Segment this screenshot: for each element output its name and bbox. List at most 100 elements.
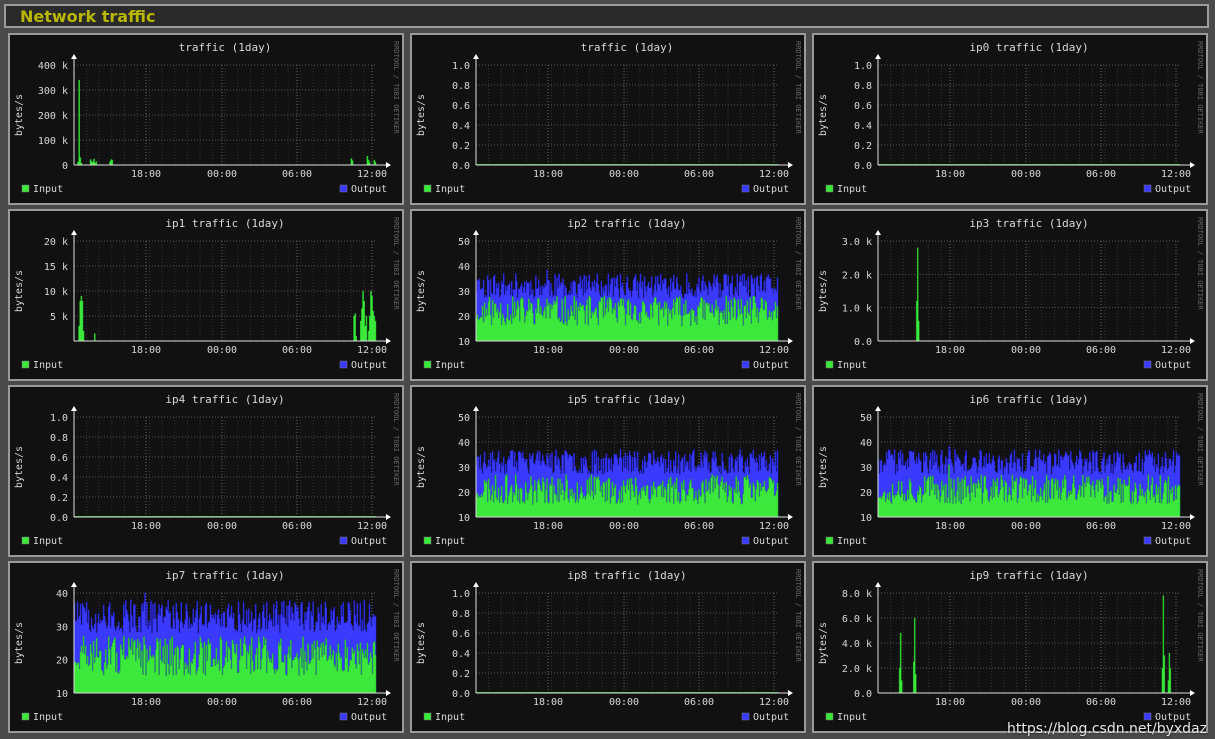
traffic-chart-svg: ip1 traffic (1day) RRDTOOL / TOBI OETIKER…	[14, 217, 400, 371]
rrdtool-credit: RRDTOOL / TOBI OETIKER	[794, 393, 802, 487]
input-legend-swatch	[423, 184, 432, 193]
output-legend-swatch	[339, 536, 348, 545]
x-tick-label: 12:00	[759, 697, 789, 708]
traffic-chart-panel: ip2 traffic (1day) RRDTOOL / TOBI OETIKER…	[410, 209, 806, 381]
y-tick-label: 8.0 k	[842, 589, 872, 600]
output-legend-label: Output	[1155, 536, 1191, 547]
input-legend-label: Input	[33, 536, 63, 547]
legend: Input Output	[423, 360, 789, 371]
output-legend-label: Output	[351, 712, 387, 723]
x-tick-label: 06:00	[282, 169, 312, 180]
traffic-chart-svg: ip5 traffic (1day) RRDTOOL / TOBI OETIKER…	[416, 393, 802, 547]
traffic-chart-svg: ip8 traffic (1day) RRDTOOL / TOBI OETIKER…	[416, 569, 802, 723]
y-tick-label: 50	[458, 237, 470, 248]
y-tick-label: 0.4	[452, 121, 470, 132]
y-tick-label: 0	[62, 161, 68, 172]
input-legend-label: Input	[33, 712, 63, 723]
output-legend-label: Output	[753, 184, 789, 195]
output-legend-label: Output	[753, 536, 789, 547]
input-series-area	[475, 295, 779, 342]
input-legend-swatch	[423, 712, 432, 721]
traffic-chart-panel: traffic (1day) RRDTOOL / TOBI OETIKER byte…	[410, 33, 806, 205]
x-tick-label: 00:00	[1011, 169, 1041, 180]
output-legend-swatch	[339, 184, 348, 193]
input-legend-swatch	[825, 712, 834, 721]
y-tick-label: 0.4	[50, 473, 68, 484]
rrdtool-credit: RRDTOOL / TOBI OETIKER	[794, 41, 802, 135]
x-tick-label: 18:00	[131, 521, 161, 532]
x-tick-label: 06:00	[684, 169, 714, 180]
x-tick-label: 12:00	[759, 345, 789, 356]
y-tick-label: 20	[458, 488, 470, 499]
y-axis-label: bytes/s	[416, 622, 427, 664]
axes	[71, 582, 391, 696]
chart-title: ip2 traffic (1day)	[567, 217, 686, 230]
chart-title: ip0 traffic (1day)	[969, 41, 1088, 54]
axes	[875, 54, 1195, 168]
input-legend-swatch	[21, 536, 30, 545]
x-tick-label: 18:00	[935, 697, 965, 708]
watermark: https://blog.csdn.net/byxdaz	[1006, 721, 1207, 737]
y-axis-label: bytes/s	[416, 94, 427, 136]
y-tick-label: 6.0 k	[842, 614, 872, 625]
y-tick-label: 1.0	[50, 413, 68, 424]
input-series-area	[878, 247, 1180, 342]
legend: Input Output	[825, 360, 1191, 371]
y-tick-label: 400 k	[38, 61, 68, 72]
y-tick-label: 4.0 k	[842, 639, 872, 650]
y-tick-label: 10	[458, 337, 470, 348]
legend: Input Output	[825, 536, 1191, 547]
input-legend-label: Input	[435, 360, 465, 371]
y-tick-label: 30	[56, 622, 68, 633]
traffic-chart-svg: ip3 traffic (1day) RRDTOOL / TOBI OETIKER…	[818, 217, 1204, 371]
x-tick-label: 12:00	[1161, 345, 1191, 356]
traffic-chart-panel: ip3 traffic (1day) RRDTOOL / TOBI OETIKER…	[812, 209, 1208, 381]
chart-title: ip7 traffic (1day)	[165, 569, 284, 582]
input-legend-swatch	[825, 536, 834, 545]
y-tick-label: 20 k	[44, 237, 68, 248]
traffic-chart-svg: ip6 traffic (1day) RRDTOOL / TOBI OETIKER…	[818, 393, 1204, 547]
input-legend-label: Input	[837, 712, 867, 723]
traffic-chart-panel: ip8 traffic (1day) RRDTOOL / TOBI OETIKER…	[410, 561, 806, 733]
output-legend-label: Output	[1155, 360, 1191, 371]
input-legend-label: Input	[837, 360, 867, 371]
legend: Input Output	[21, 184, 387, 195]
traffic-chart-svg: ip4 traffic (1day) RRDTOOL / TOBI OETIKER…	[14, 393, 400, 547]
y-axis-label: bytes/s	[416, 446, 427, 488]
chart-title: ip4 traffic (1day)	[165, 393, 284, 406]
x-tick-label: 00:00	[207, 521, 237, 532]
x-tick-label: 18:00	[935, 521, 965, 532]
x-tick-label: 12:00	[1161, 169, 1191, 180]
x-tick-label: 06:00	[282, 521, 312, 532]
y-axis-label: bytes/s	[14, 270, 25, 312]
y-tick-label: 0.6	[50, 453, 68, 464]
output-legend-swatch	[1143, 184, 1152, 193]
y-tick-label: 30	[458, 287, 470, 298]
input-legend-swatch	[825, 360, 834, 369]
traffic-chart-panel: ip5 traffic (1day) RRDTOOL / TOBI OETIKER…	[410, 385, 806, 557]
y-axis-label: bytes/s	[818, 270, 829, 312]
x-tick-label: 06:00	[1086, 697, 1116, 708]
input-series-area	[877, 464, 1181, 518]
traffic-chart-panel: ip6 traffic (1day) RRDTOOL / TOBI OETIKER…	[812, 385, 1208, 557]
output-legend-swatch	[741, 360, 750, 369]
grid-lines	[476, 64, 778, 166]
y-tick-label: 0.0	[50, 513, 68, 524]
x-tick-label: 06:00	[684, 521, 714, 532]
axes	[875, 230, 1195, 344]
legend: Input Output	[21, 536, 387, 547]
input-legend-label: Input	[435, 184, 465, 195]
legend: Input Output	[21, 712, 387, 723]
input-legend-swatch	[423, 360, 432, 369]
y-tick-label: 10	[56, 689, 68, 700]
axes	[473, 406, 793, 520]
output-legend-label: Output	[753, 360, 789, 371]
grid-lines	[878, 64, 1180, 166]
x-tick-label: 06:00	[1086, 345, 1116, 356]
x-tick-label: 18:00	[533, 345, 563, 356]
y-tick-label: 1.0	[452, 61, 470, 72]
y-axis-label: bytes/s	[818, 446, 829, 488]
chart-title: traffic (1day)	[179, 41, 272, 54]
input-legend-label: Input	[435, 712, 465, 723]
y-axis-label: bytes/s	[14, 446, 25, 488]
